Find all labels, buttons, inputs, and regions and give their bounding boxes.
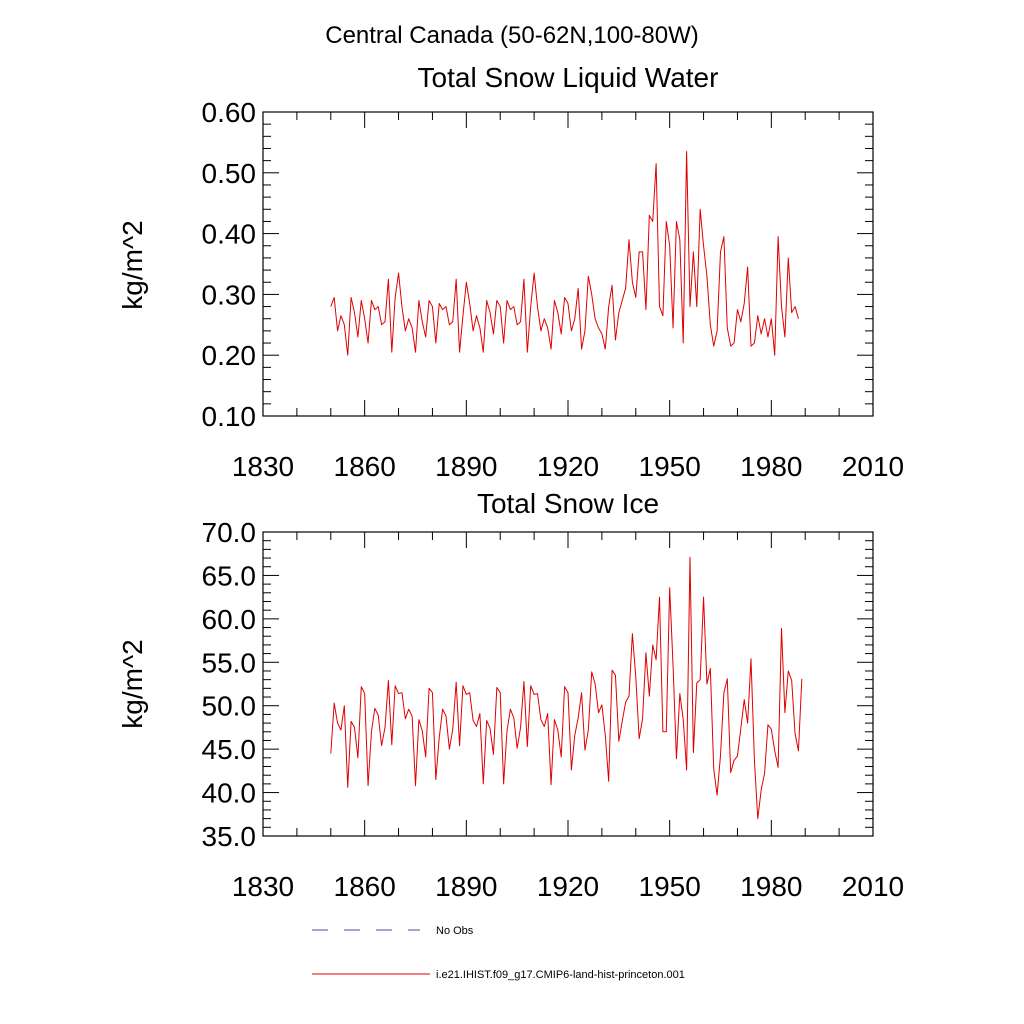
- legend-label-no-obs: No Obs: [436, 925, 474, 937]
- figure-suptitle: Central Canada (50-62N,100-80W): [325, 22, 699, 49]
- y-tick-label: 50.0: [202, 691, 257, 722]
- x-tick-label: 1890: [435, 451, 497, 482]
- y-tick-label: 0.10: [202, 401, 257, 432]
- legend: No Obs i.e21.IHIST.f09_g17.CMIP6-land-hi…: [312, 925, 685, 981]
- legend-item-no-obs: No Obs: [312, 925, 474, 937]
- axis-tick-labels: 1830 1860 1890 1920 1950 1980 2010 35.0 40.0 45.0…: [202, 517, 905, 902]
- x-tick-label: 1950: [639, 871, 701, 902]
- series-group: [330, 151, 799, 356]
- plot-frame: [262, 111, 874, 417]
- x-tick-label: 1920: [537, 451, 599, 482]
- x-tick-label: 2010: [842, 871, 904, 902]
- y-tick-label: 0.20: [202, 340, 257, 371]
- x-tick-label: 1920: [537, 871, 599, 902]
- series-line: [330, 151, 799, 356]
- y-tick-label: 55.0: [202, 647, 257, 678]
- chart-panel-snow-ice: Total Snow Ice kg/m^2 1830 1860 1890 1920 19…: [117, 488, 904, 902]
- x-tick-label: 1860: [334, 451, 396, 482]
- x-tick-label: 1980: [740, 871, 802, 902]
- chart-panel-snow-liquid-water: Total Snow Liquid Water kg/m^2 1830 1860 1…: [117, 62, 904, 482]
- panel-title: Total Snow Liquid Water: [418, 62, 719, 93]
- y-tick-label: 70.0: [202, 517, 257, 548]
- legend-label-model-run: i.e21.IHIST.f09_g17.CMIP6-land-hist-prin…: [436, 969, 685, 981]
- y-tick-label: 65.0: [202, 560, 257, 591]
- plot-frame: [262, 531, 874, 837]
- legend-item-model-run: i.e21.IHIST.f09_g17.CMIP6-land-hist-prin…: [312, 969, 685, 981]
- x-tick-label: 1950: [639, 451, 701, 482]
- y-tick-label: 60.0: [202, 604, 257, 635]
- y-tick-label: 0.50: [202, 158, 257, 189]
- x-tick-label: 1830: [232, 451, 294, 482]
- y-tick-label: 0.30: [202, 279, 257, 310]
- y-tick-label: 45.0: [202, 734, 257, 765]
- x-tick-label: 1890: [435, 871, 497, 902]
- axis-ticks: [262, 111, 874, 417]
- y-tick-label: 0.40: [202, 219, 257, 250]
- y-tick-label: 35.0: [202, 821, 257, 852]
- y-tick-label: 0.60: [202, 97, 257, 128]
- x-tick-label: 2010: [842, 451, 904, 482]
- axis-tick-labels: 1830 1860 1890 1920 1950 1980 2010 0.10 0.20 0.30…: [202, 97, 905, 482]
- x-tick-label: 1860: [334, 871, 396, 902]
- y-tick-label: 40.0: [202, 778, 257, 809]
- y-axis-label: kg/m^2: [117, 639, 148, 728]
- x-tick-label: 1980: [740, 451, 802, 482]
- y-axis-label: kg/m^2: [117, 220, 148, 309]
- x-tick-label: 1830: [232, 871, 294, 902]
- series-line: [330, 556, 803, 820]
- axis-ticks: [262, 531, 874, 837]
- panel-title: Total Snow Ice: [477, 488, 659, 519]
- series-group: [330, 556, 803, 820]
